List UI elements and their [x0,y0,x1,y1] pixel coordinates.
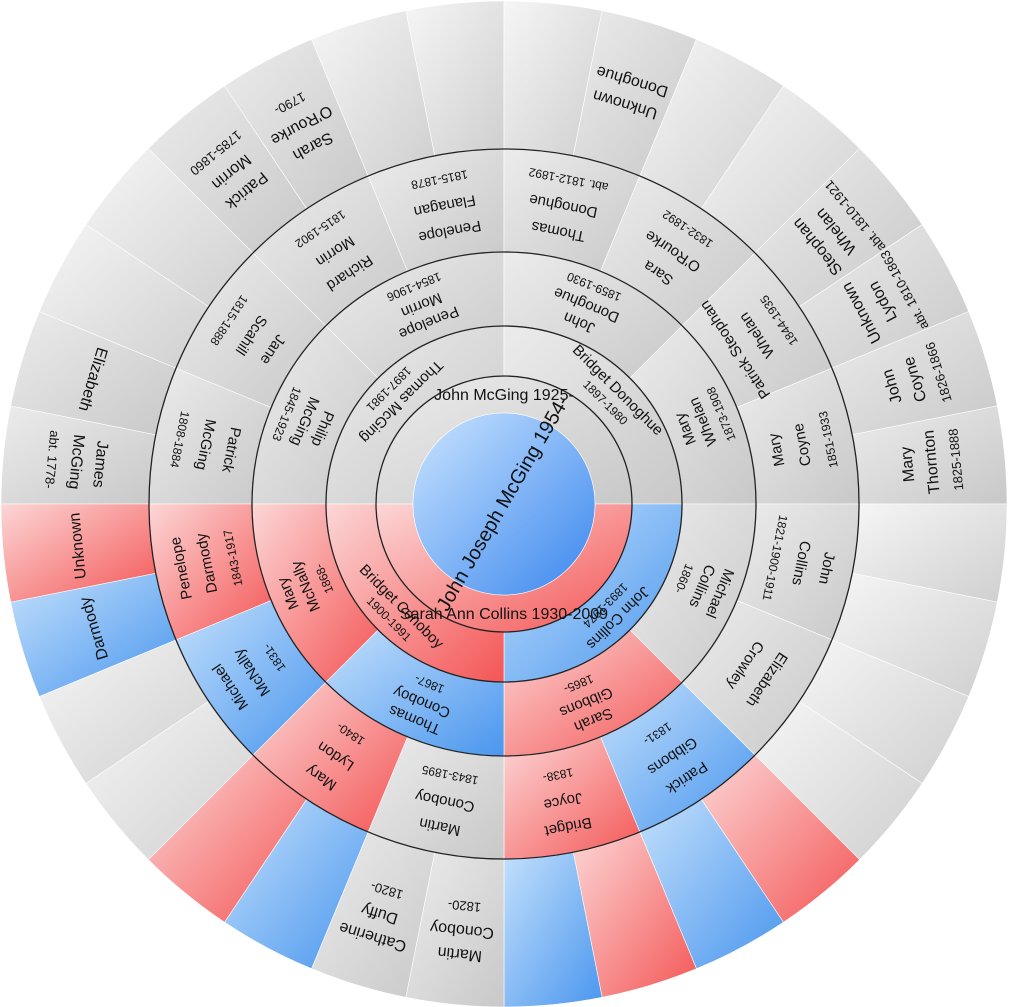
ancestor-label-gen5-32: Unknown [66,512,89,580]
ancestor-label-gen1-1: John McGing 1925- [434,387,574,404]
generation-ring-lines [148,148,860,860]
ring-boundary-1 [375,375,633,633]
ring-boundary-4 [148,148,860,860]
ring-boundary-2 [325,325,683,683]
ancestor-label-gen5-25: MartinConoboy1820- [427,895,497,965]
ring-boundary-3 [251,251,757,757]
ancestor-label-gen1-2: Sarah Ann Collins 1930-2009 [400,606,608,623]
ancestor-label-gen5-16: Mary Thornton 1825-1888 [897,427,967,497]
root-person-disc[interactable] [412,412,596,596]
ancestor-label-gen5-1: JamesMcGingabt. 1778- [42,430,111,495]
